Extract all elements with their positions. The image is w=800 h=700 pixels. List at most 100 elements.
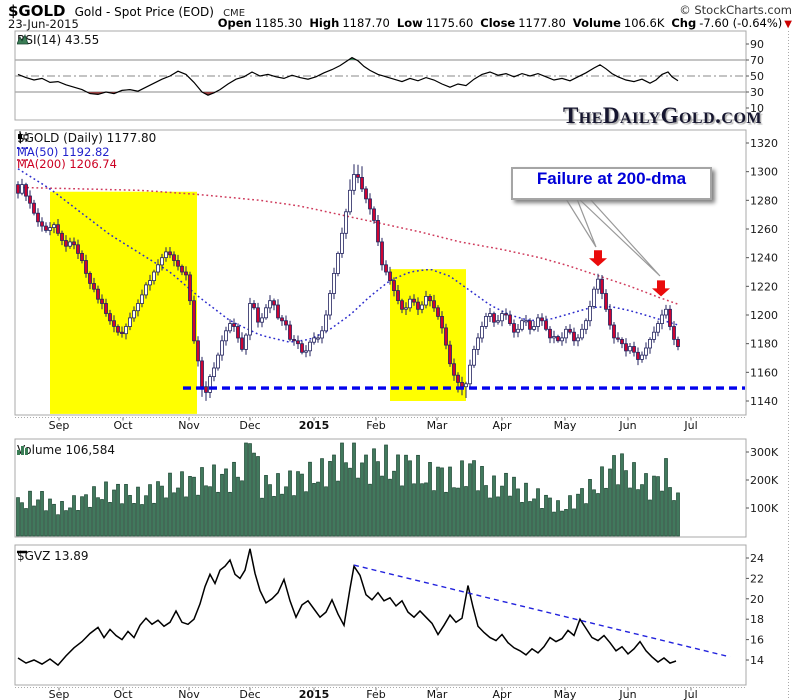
ma50-line-swatch-icon <box>17 147 31 149</box>
x-axis-month-label: Nov <box>178 419 200 432</box>
quote-value: 1185.30 <box>254 16 303 30</box>
x-axis-month-label: Feb <box>366 419 385 432</box>
x-axis-month-label: Sep <box>49 419 70 432</box>
highlight-box <box>50 191 197 414</box>
x-axis-month-label: Apr <box>492 688 512 700</box>
price-panel <box>16 164 745 414</box>
thedailygold-watermark: TheDailyGold.com <box>562 103 762 128</box>
x-axis-month-label: Feb <box>366 688 385 700</box>
y-tick-label: 20 <box>750 593 764 606</box>
ma200-legend-label: MA(200) 1206.74 <box>17 157 117 171</box>
header-row: $GOLD Gold - Spot Price (EOD) CME <box>8 1 245 20</box>
symbol-label: $GOLD <box>8 2 66 20</box>
gvz-legend-label: $GVZ 13.89 <box>17 549 89 563</box>
y-tick-label: 1140 <box>750 395 778 408</box>
ma50-legend: MA(50) 1192.82 <box>17 145 110 159</box>
x-axis-month-label: Mar <box>427 688 448 700</box>
y-tick-label: 70 <box>750 54 764 67</box>
y-tick-label: 200K <box>750 474 779 487</box>
y-tick-label: 1280 <box>750 194 778 207</box>
x-axis-month-label: Oct <box>113 688 133 700</box>
x-axis-month-label: Nov <box>178 688 200 700</box>
quote-label: Low <box>396 16 423 30</box>
ma200-line <box>17 186 679 305</box>
y-tick-label: 300K <box>750 446 779 459</box>
down-arrow-icon <box>589 250 607 267</box>
x-axis-month-label: Jul <box>683 419 697 432</box>
candlestick-chart-icon <box>18 131 29 143</box>
volume-bars-icon <box>17 446 28 455</box>
y-tick-label: 1180 <box>750 338 778 351</box>
x-axis-month-label: 2015 <box>299 419 330 432</box>
rsi-panel <box>15 56 746 96</box>
y-tick-label: 1240 <box>750 252 778 265</box>
quote-label: Volume <box>572 16 621 30</box>
y-tick-label: 100K <box>750 502 779 515</box>
volume-panel <box>16 442 680 537</box>
quote-value: -7.60 (-0.64%) <box>699 16 783 30</box>
ma200-legend: MA(200) 1206.74 <box>17 157 117 171</box>
rsi-legend: RSI(14) 43.55 <box>17 33 99 47</box>
x-axis-month-label: Jun <box>618 688 636 700</box>
y-tick-label: 30 <box>750 86 764 99</box>
copyright[interactable]: © StockCharts.com <box>679 3 792 17</box>
exchange-label: CME <box>223 8 246 19</box>
y-tick-label: 24 <box>750 552 764 565</box>
y-tick-label: 1200 <box>750 309 778 322</box>
rsi-legend-label: RSI(14) 43.55 <box>17 33 100 47</box>
quote-value: 106.6K <box>623 16 665 30</box>
line-chart-icon <box>17 550 27 554</box>
x-axis-month-label: May <box>554 688 577 700</box>
quote-bar: Open 1185.30 High 1187.70 Low 1175.60 Close 117… <box>211 16 792 30</box>
volume-legend-label: Volume 106,584 <box>17 443 116 457</box>
y-tick-label: 50 <box>750 70 764 83</box>
y-tick-label: 90 <box>750 38 764 51</box>
y-tick-label: 1220 <box>750 280 778 293</box>
x-axis-month-label: May <box>554 419 577 432</box>
highlight-box <box>390 269 466 401</box>
y-tick-label: 18 <box>750 613 764 626</box>
x-axis-month-label: Oct <box>113 419 133 432</box>
x-axis-month-label: 2015 <box>299 688 330 700</box>
change-down-icon: ▼ <box>784 19 792 30</box>
quote-label: Open <box>217 16 252 30</box>
y-axis-labels: 90 70 50 30 10 1320 1300 1280 1260 1240 1220 1200 11… <box>746 38 779 667</box>
quote-label: Close <box>480 16 516 30</box>
panel-borders <box>14 30 789 699</box>
price-legend-label: $GOLD (Daily) 1177.80 <box>17 131 157 145</box>
quote-label: Chg <box>671 16 697 30</box>
quote-value: 1175.60 <box>425 16 474 30</box>
x-axis-month-label: Mar <box>427 419 448 432</box>
price-legend: $GOLD (Daily) 1177.80 <box>17 131 156 145</box>
volume-legend: Volume 106,584 <box>17 443 115 457</box>
gvz-panel <box>17 548 731 667</box>
y-tick-label: 16 <box>750 634 764 647</box>
y-tick-label: 1300 <box>750 166 778 179</box>
quote-value: 1187.70 <box>342 16 390 30</box>
x-axis-month-label: Sep <box>49 688 70 700</box>
x-axis-month-label: Apr <box>492 419 512 432</box>
gvz-legend: $GVZ 13.89 <box>17 549 89 563</box>
chart-date: 23-Jun-2015 <box>8 17 79 31</box>
quote-value: 1177.80 <box>518 16 566 30</box>
quote-label: High <box>309 16 340 30</box>
x-axis-month-label: Dec <box>239 419 260 432</box>
x-axis-month-label: Jul <box>683 688 697 700</box>
y-tick-label: 10 <box>750 102 764 115</box>
x-axis-month-label: Jun <box>618 419 636 432</box>
gvz-trendline <box>353 564 731 658</box>
rsi-indicator-icon <box>17 33 29 45</box>
y-tick-label: 14 <box>750 654 764 667</box>
rsi-line <box>17 56 679 96</box>
down-arrow-icon <box>652 280 670 297</box>
ma50-legend-label: MA(50) 1192.82 <box>17 145 110 159</box>
ma50-line <box>17 168 679 343</box>
y-tick-label: 1160 <box>750 366 778 379</box>
failure-annotation: Failure at 200-dma <box>511 167 712 200</box>
y-tick-label: 1260 <box>750 223 778 236</box>
ma200-line-swatch-icon <box>17 159 31 161</box>
x-axis-month-label: Dec <box>239 688 260 700</box>
chart-title: Gold - Spot Price (EOD) <box>74 5 214 19</box>
